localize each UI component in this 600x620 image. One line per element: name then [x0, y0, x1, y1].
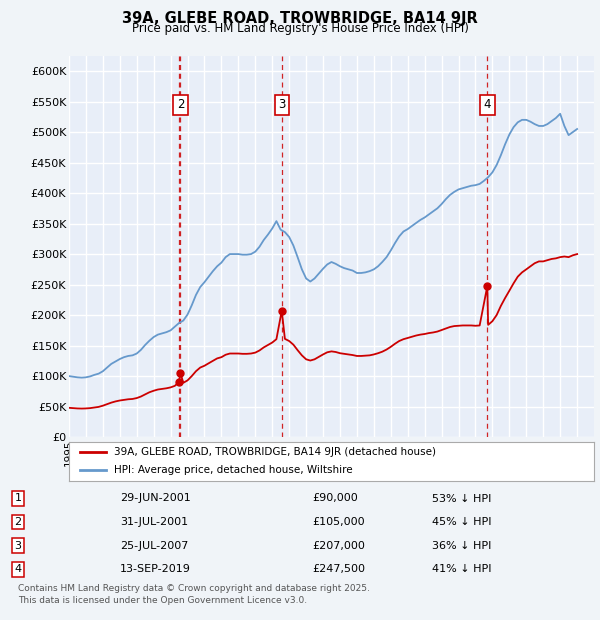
Text: 4: 4 — [14, 564, 22, 574]
Text: 29-JUN-2001: 29-JUN-2001 — [120, 494, 191, 503]
Text: Contains HM Land Registry data © Crown copyright and database right 2025.
This d: Contains HM Land Registry data © Crown c… — [18, 584, 370, 605]
Text: £105,000: £105,000 — [312, 517, 365, 527]
Text: 13-SEP-2019: 13-SEP-2019 — [120, 564, 191, 574]
Text: £247,500: £247,500 — [312, 564, 365, 574]
Text: 45% ↓ HPI: 45% ↓ HPI — [432, 517, 491, 527]
Text: 2: 2 — [14, 517, 22, 527]
Text: 1: 1 — [14, 494, 22, 503]
Text: Price paid vs. HM Land Registry's House Price Index (HPI): Price paid vs. HM Land Registry's House … — [131, 22, 469, 35]
Text: 36% ↓ HPI: 36% ↓ HPI — [432, 541, 491, 551]
Text: HPI: Average price, detached house, Wiltshire: HPI: Average price, detached house, Wilt… — [113, 465, 352, 475]
Text: 53% ↓ HPI: 53% ↓ HPI — [432, 494, 491, 503]
Text: £207,000: £207,000 — [312, 541, 365, 551]
Text: 3: 3 — [278, 98, 286, 111]
Text: 25-JUL-2007: 25-JUL-2007 — [120, 541, 188, 551]
Text: 41% ↓ HPI: 41% ↓ HPI — [432, 564, 491, 574]
Text: £90,000: £90,000 — [312, 494, 358, 503]
Text: 4: 4 — [484, 98, 491, 111]
Text: 2: 2 — [176, 98, 184, 111]
Text: 31-JUL-2001: 31-JUL-2001 — [120, 517, 188, 527]
Text: 3: 3 — [14, 541, 22, 551]
Text: 39A, GLEBE ROAD, TROWBRIDGE, BA14 9JR (detached house): 39A, GLEBE ROAD, TROWBRIDGE, BA14 9JR (d… — [113, 448, 436, 458]
Text: 39A, GLEBE ROAD, TROWBRIDGE, BA14 9JR: 39A, GLEBE ROAD, TROWBRIDGE, BA14 9JR — [122, 11, 478, 26]
